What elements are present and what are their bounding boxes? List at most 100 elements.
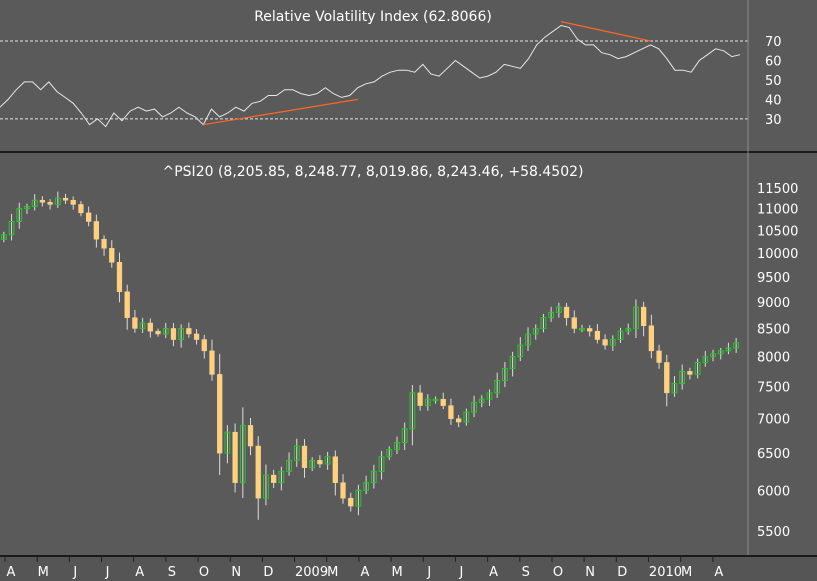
candle-body-up xyxy=(625,327,632,332)
candle-body-up xyxy=(239,424,246,484)
candle-body-up xyxy=(8,220,15,236)
candle-body-up xyxy=(378,456,385,472)
candle-body-down xyxy=(186,328,192,335)
y-tick-label: 7000 xyxy=(757,413,790,428)
candle-body-down xyxy=(147,322,153,332)
candle-body-down xyxy=(62,197,69,201)
candle-body-down xyxy=(648,325,654,352)
candle-body-up xyxy=(394,442,400,451)
candle-body-up xyxy=(286,459,292,472)
candle-body-down xyxy=(132,317,138,329)
candle-body-up xyxy=(409,392,416,430)
candle-body-down xyxy=(217,374,223,454)
candle-body-down xyxy=(155,330,161,335)
candle-body-down xyxy=(39,200,46,203)
x-tick-label: J xyxy=(459,565,464,580)
candle-body-down xyxy=(456,418,462,423)
x-axis-labels: A M J J A S O N D 2009 M A M J J A S O N D 2010 M A xyxy=(4,556,723,580)
candle-body-down xyxy=(255,445,261,499)
candle-body-up xyxy=(178,327,185,341)
candle-body-down xyxy=(116,262,123,292)
candle-body-down xyxy=(232,431,238,483)
candle-body-down xyxy=(247,425,254,447)
candle-body-up xyxy=(54,197,61,205)
x-tick-label: O xyxy=(199,565,209,580)
x-tick-label: A xyxy=(489,565,498,580)
candle-body-down xyxy=(93,221,99,240)
candle-body-up xyxy=(494,379,501,394)
candle-body-up xyxy=(478,398,485,403)
candle-body-down xyxy=(170,328,177,340)
candle-body-up xyxy=(324,456,331,465)
candle-body-down xyxy=(193,333,200,340)
rvi-reference-lines xyxy=(0,40,748,120)
x-tick-label: M xyxy=(681,565,692,580)
candle-body-down xyxy=(440,398,446,406)
candle-body-down xyxy=(687,371,693,375)
x-tick-label: D xyxy=(263,565,273,580)
candle-body-down xyxy=(340,482,346,499)
x-tick-label: J xyxy=(72,565,77,580)
candle-body-up xyxy=(309,459,316,469)
candle-body-up xyxy=(532,327,539,335)
x-tick-label: A xyxy=(135,565,144,580)
candle-body-up xyxy=(263,474,269,499)
candle-body-up xyxy=(31,199,38,208)
candle-body-down xyxy=(641,306,647,326)
candle-body-up xyxy=(555,306,562,313)
y-tick-label: 10000 xyxy=(757,247,798,262)
candle-body-up xyxy=(278,470,285,484)
candle-body-up xyxy=(293,445,300,461)
candle-body-down xyxy=(109,248,115,263)
candle-body-up xyxy=(579,327,585,331)
x-axis-bar xyxy=(0,556,817,581)
candle-body-down xyxy=(317,460,323,465)
candle-body-up xyxy=(0,234,7,240)
price-y-axis: 5500 6000 6500 7000 7500 8000 8500 9000 9500 1000… xyxy=(757,182,798,540)
candle-body-down xyxy=(602,339,608,346)
candle-body-up xyxy=(224,431,231,454)
candle-body-down xyxy=(124,291,130,318)
price-panel: 5500 6000 6500 7000 7500 8000 8500 9000 9500 1000… xyxy=(0,164,798,540)
candle-body-down xyxy=(563,306,570,318)
x-tick-label: J xyxy=(105,565,110,580)
y-tick-label: 8000 xyxy=(757,351,790,366)
candle-body-down xyxy=(86,212,92,222)
candle-body-up xyxy=(432,398,439,402)
candle-body-up xyxy=(710,353,716,358)
x-tick-label: A xyxy=(360,565,369,580)
candle-body-up xyxy=(370,470,377,484)
y-tick-label: 8500 xyxy=(757,322,790,337)
rvi-line xyxy=(0,24,741,128)
candle-body-down xyxy=(664,362,670,394)
x-tick-label: N xyxy=(231,565,241,580)
candle-body-down xyxy=(101,238,107,249)
candle-body-down xyxy=(209,350,215,375)
candle-body-up xyxy=(540,317,547,329)
y-tick-label: 40 xyxy=(765,93,782,108)
x-tick-label: M xyxy=(38,565,49,580)
x-tick-label: 2009 xyxy=(295,565,328,580)
y-tick-label: 11000 xyxy=(757,203,798,218)
x-tick-label: 2010 xyxy=(649,565,682,580)
candle-body-up xyxy=(401,428,408,444)
x-tick-label: D xyxy=(617,565,627,580)
candle-body-down xyxy=(417,392,423,406)
candle-body-up xyxy=(502,367,508,381)
candle-body-up xyxy=(717,350,724,355)
candle-body-down xyxy=(571,317,577,329)
candle-body-up xyxy=(162,327,169,335)
price-candles xyxy=(0,191,740,520)
candle-body-up xyxy=(24,206,30,210)
x-tick-label: S xyxy=(522,565,530,580)
candle-body-down xyxy=(301,445,308,468)
candle-body-up xyxy=(671,383,678,394)
candle-body-down xyxy=(47,202,53,205)
candle-body-up xyxy=(702,356,709,363)
x-tick-label: M xyxy=(391,565,402,580)
candle-body-down xyxy=(587,328,593,332)
candle-body-up xyxy=(733,342,740,349)
candle-body-down xyxy=(78,204,84,214)
candle-body-up xyxy=(16,208,23,222)
candle-body-down xyxy=(271,474,277,483)
